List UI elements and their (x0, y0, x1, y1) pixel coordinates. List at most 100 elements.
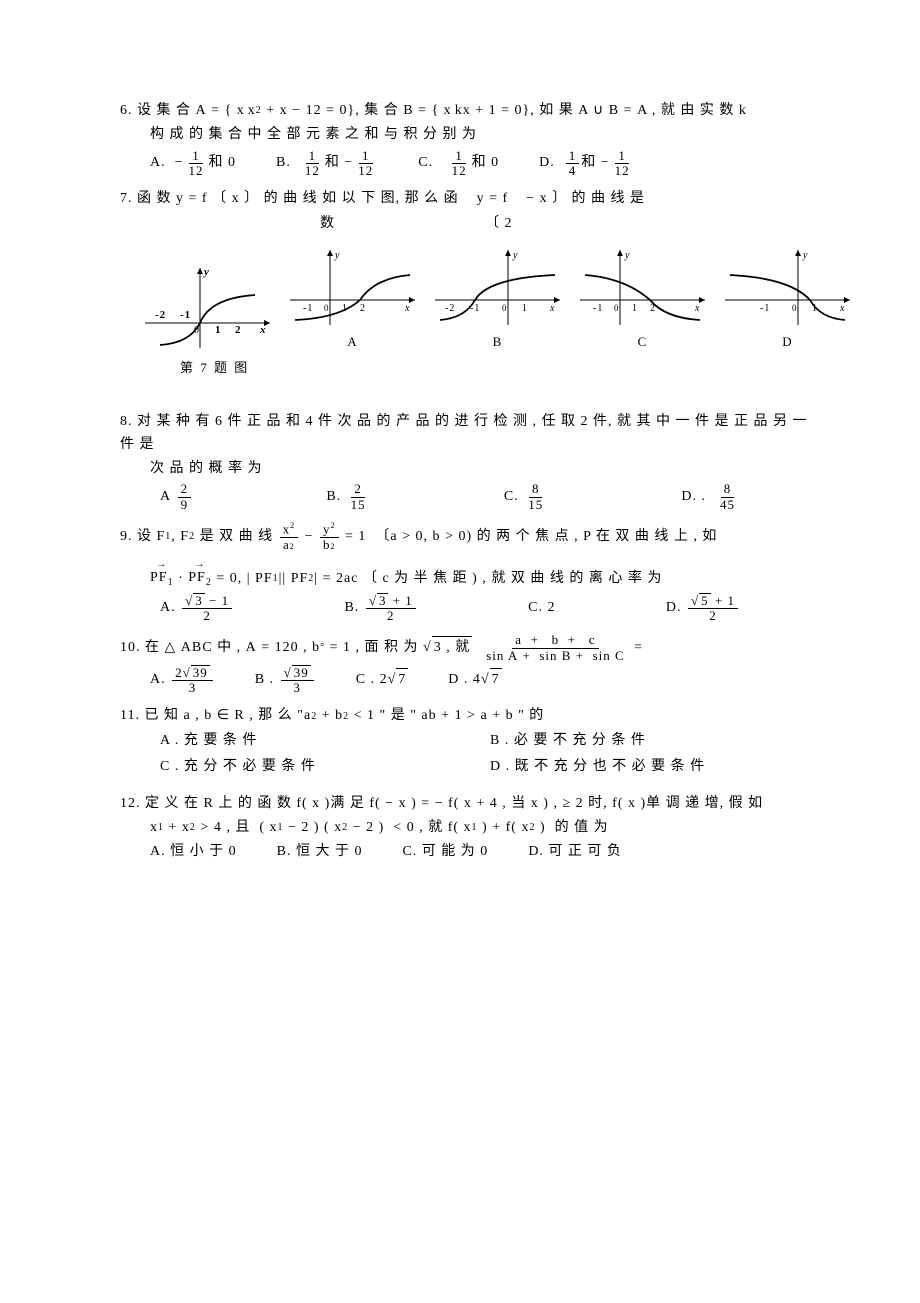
fraction: √39 3 (281, 665, 314, 696)
svg-text:x: x (839, 303, 845, 314)
svg-text:y: y (202, 266, 210, 278)
question-12: 12. 定 义 在 R 上 的 函 数 f ( x ) 满 足 f ( − x … (120, 793, 820, 864)
fraction: x2 a2 (280, 522, 299, 552)
label: B. (344, 597, 359, 619)
text: A , 就 由 实 数 k (637, 100, 747, 122)
q11-option-d: D . 既 不 充 分 也 不 必 要 条 件 (490, 756, 820, 778)
text: f (448, 793, 454, 815)
text: 12 (306, 100, 322, 122)
text: x (269, 817, 277, 839)
fraction: 2√39 3 (172, 665, 213, 696)
text: x (283, 521, 291, 536)
svg-text:y: y (624, 250, 630, 261)
text: 2 时, f (576, 793, 618, 815)
fraction: √5 + 1 2 (688, 593, 738, 624)
text: || PF (279, 568, 309, 590)
text: sin A (486, 648, 518, 663)
text: y (323, 521, 331, 536)
num: 8 (529, 482, 543, 497)
q8-stem2: 次 品 的 概 率 为 (150, 458, 820, 480)
svg-text:-1: -1 (760, 303, 770, 314)
text: 39 (292, 665, 311, 680)
text: 和 (581, 152, 596, 174)
text: 1 (455, 705, 463, 727)
graph-svg: -2-1 01 xy (430, 240, 565, 330)
q7-graph-c: -10 12 xy C (575, 240, 710, 353)
q10-option-b: B . √39 3 (255, 665, 316, 696)
vector: PF2 (188, 567, 212, 591)
label: D . (448, 669, 468, 691)
text: 1 (405, 593, 413, 608)
den: 45 (717, 498, 738, 512)
question-10: 10. 在 △ ABC 中 , A = 120 , b° = 1 , 面 积 为… (120, 633, 820, 695)
text: x (182, 817, 190, 839)
text: x (399, 793, 407, 815)
text: 1 (277, 820, 283, 836)
q11-option-b: B . 必 要 不 充 分 条 件 (490, 730, 820, 752)
vector: PF1 (150, 567, 174, 591)
q6-stem-line1: 6. 设 集 合 A = { x x 2 + x − 12 = 0}, 集 合 … (120, 100, 820, 122)
fraction: 815 (525, 482, 546, 512)
den: b2 (320, 538, 339, 552)
text: 1 (472, 820, 478, 836)
text: 2 (380, 669, 388, 691)
text: 7. 函 数 y (120, 188, 184, 210)
svg-text:x: x (259, 324, 267, 336)
den: 2 (384, 609, 398, 623)
text: 11. 已 知 a , b (120, 705, 212, 727)
den: 15 (525, 498, 546, 512)
q8-option-b: B. 215 (326, 482, 370, 512)
q7-graph-original: -2 -1 0 1 2 x y (140, 263, 275, 353)
label: D. (539, 152, 555, 174)
text: b " 的 (506, 705, 545, 727)
text: 7 (396, 668, 408, 691)
text: = (485, 188, 503, 210)
label: D. (666, 597, 682, 619)
label: B . (255, 669, 274, 691)
q12-option-c: C. 可 能 为 0 (402, 841, 488, 863)
graph-svg: -10 1 xy (720, 240, 855, 330)
text: ABC 中 , A (181, 637, 257, 659)
text: { x (431, 100, 451, 122)
q10-stem: 10. 在 △ ABC 中 , A = 120 , b° = 1 , 面 积 为… (120, 633, 820, 663)
q12-option-d: D. 可 正 可 负 (528, 841, 622, 863)
text: x 〕 的 曲 线 是 (540, 188, 646, 210)
label: A. (150, 152, 166, 174)
text: x (280, 100, 288, 122)
text: 7 (490, 668, 502, 691)
svg-text:2: 2 (360, 303, 366, 314)
text: 0}, 集 合 B (339, 100, 413, 122)
text: b (335, 705, 343, 727)
question-9: 9. 设 F1 , F2 是 双 曲 线 x2 a2 − y2 b2 = 1 〔… (120, 522, 820, 623)
text: + (262, 100, 280, 122)
svg-text:y: y (802, 250, 808, 261)
graph-svg: -10 12 xy (285, 240, 420, 330)
label: A. (150, 669, 166, 691)
svg-text:1: 1 (522, 303, 528, 314)
text: 数 (320, 213, 335, 235)
text: 单 调 递 增, 假 如 (646, 793, 763, 815)
text: 4 , 当 x (490, 793, 539, 815)
text: a (515, 632, 522, 647)
q7-figure-label: 第 7 题 图 (180, 358, 820, 379)
text: 2 (529, 820, 535, 836)
q9-option-d: D. √5 + 1 2 (666, 593, 740, 624)
fraction: 112 (449, 149, 470, 179)
text: f 〔 x 〕 的 曲 线 如 以 下 图, 那 么 函 (202, 188, 459, 210)
text: f (502, 188, 508, 210)
text: 2 (189, 529, 195, 545)
text: 2 (343, 709, 349, 725)
text: 3 (377, 593, 389, 608)
num: 2 (178, 482, 192, 497)
den: 12 (355, 164, 376, 178)
question-7: 7. 函 数 y = f 〔 x 〕 的 曲 线 如 以 下 图, 那 么 函 … (120, 188, 820, 378)
text: 0, | PF (230, 568, 273, 590)
text: 和 0 (209, 152, 237, 174)
text: 1 (489, 100, 497, 122)
fraction: √3 − 1 2 (182, 593, 232, 624)
text: = (619, 100, 637, 122)
text: 2 (331, 542, 336, 551)
text: sin C (593, 648, 625, 663)
q7-stem: 7. 函 数 y = f 〔 x 〕 的 曲 线 如 以 下 图, 那 么 函 … (120, 188, 820, 210)
text: 9. 设 F (120, 526, 165, 548)
